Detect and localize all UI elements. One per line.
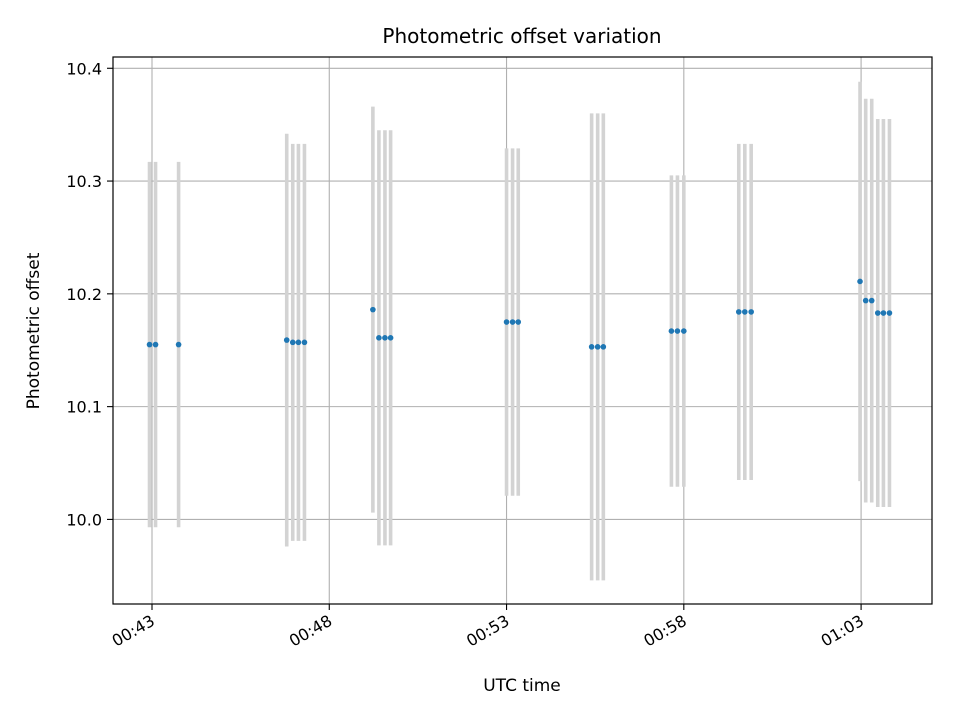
data-point: [748, 309, 754, 315]
data-point: [735, 309, 742, 315]
plot-frame: [112, 56, 933, 605]
data-point: [674, 328, 681, 334]
data-point: [742, 309, 748, 315]
data-point: [862, 297, 869, 304]
data-point: [886, 310, 893, 316]
y-tick-label: 10.1: [66, 398, 102, 417]
data-point: [681, 328, 687, 334]
data-point: [376, 335, 382, 341]
y-axis-title: Photometric offset: [24, 252, 44, 409]
data-point: [594, 344, 601, 350]
data-point: [857, 278, 863, 285]
data-point: [668, 328, 675, 334]
data-point: [503, 319, 510, 325]
y-axis: 10.0 10.1 10.2 10.3 10.4: [66, 59, 113, 529]
data-point: [387, 335, 394, 341]
data-point: [868, 297, 875, 304]
data-point: [146, 341, 153, 348]
data-point: [370, 306, 376, 313]
data-point: [289, 339, 296, 346]
data-point: [283, 337, 290, 343]
data-point: [588, 344, 595, 350]
y-tick-label: 10.0: [66, 510, 102, 529]
y-tick-label: 10.2: [66, 285, 102, 304]
data-point: [874, 310, 881, 316]
data-point: [175, 341, 182, 348]
data-point: [295, 339, 302, 346]
data-points: [146, 278, 893, 350]
data-point: [152, 341, 159, 348]
y-tick-label: 10.4: [66, 59, 102, 78]
y-tick-label: 10.3: [66, 172, 102, 191]
x-axis-title: UTC time: [483, 676, 561, 696]
data-point: [515, 319, 522, 325]
data-point: [382, 335, 388, 341]
data-point: [301, 339, 308, 346]
data-point: [509, 319, 516, 325]
data-point: [880, 310, 887, 316]
chart-title: Photometric offset variation: [382, 24, 661, 48]
data-point: [600, 344, 607, 350]
